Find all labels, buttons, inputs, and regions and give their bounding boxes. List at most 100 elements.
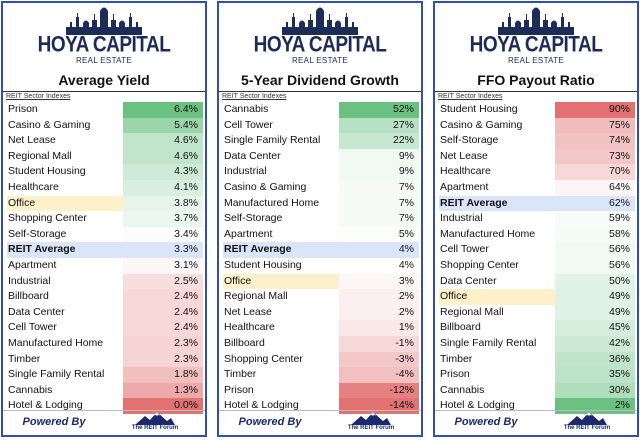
footer: Powered By The REIT Forum [219,410,421,435]
sector-name: Billboard [8,290,49,303]
sector-name: Healthcare [8,180,59,193]
value-cell: 2% [339,304,419,321]
table-row: Prison -12% [221,382,419,399]
table-row: Student Housing 90% [437,102,635,118]
table-row: Shopping Center -3% [221,351,419,368]
value-cell: 30% [555,382,635,399]
value-cell: 52% [339,102,419,118]
value-cell: 6.4% [123,102,203,118]
sector-name: Industrial [224,165,267,178]
sector-name: Prison [440,368,470,381]
sector-name: Self-Storage [224,212,283,225]
table-row: Hotel & Lodging -14% [221,398,419,414]
footer: Powered By The REIT Forum [3,410,205,435]
forum-label: The REIT Forum [131,425,179,431]
value-cell: 22% [339,133,419,149]
sector-name: Billboard [440,321,481,334]
sector-name: Casino & Gaming [8,118,91,131]
table-row: Office 3% [221,273,419,290]
section-label: REIT Sector Indexes [438,93,503,100]
section-label: REIT Sector Indexes [222,93,287,100]
value-cell: 9% [339,148,419,165]
value-cell: -14% [339,398,419,414]
value-cell: 2% [555,398,635,414]
value-cell: 75% [555,117,635,134]
table-row: Student Housing 4.3% [5,164,203,180]
value-cell: 9% [339,164,419,180]
sector-name: Shopping Center [8,212,87,225]
value-cell: 4.3% [123,164,203,180]
sector-name: Single Family Rental [440,336,537,349]
value-cell: 2.3% [123,351,203,368]
table-row: Healthcare 4.1% [5,179,203,196]
value-cell: 7% [339,211,419,227]
table-row: Billboard 45% [437,320,635,336]
reit-forum-logo: The REIT Forum [107,412,203,434]
value-cell: 45% [555,320,635,336]
sector-name: Self-Storage [440,134,499,147]
sector-name: REIT Average [7,242,144,258]
sector-name: Industrial [8,274,51,287]
value-cell: 36% [555,351,635,368]
sector-name: Office [439,289,576,305]
table-row: Cannabis 52% [221,102,419,118]
value-cell: 2.5% [123,273,203,290]
sector-name: Office [7,195,144,212]
sector-name: Net Lease [224,305,272,318]
value-cell: 64% [555,179,635,196]
sector-name: Hotel & Lodging [440,399,515,412]
sector-name: Timber [8,352,41,365]
value-cell: 70% [555,164,635,180]
sector-name: Apartment [440,180,489,193]
sector-name: Casino & Gaming [224,180,307,193]
sector-name: Student Housing [224,258,302,271]
table-row: Industrial 9% [221,164,419,180]
metric-title: 5-Year Dividend Growth [219,69,421,92]
brand-title: HOYA CAPITAL [253,33,387,58]
sector-name: Shopping Center [224,352,303,365]
brand-subtitle: REAL ESTATE [75,56,133,65]
table-rows: Cannabis 52% Cell Tower 27% Single Family Re… [221,102,419,414]
table-row: Regional Mall 49% [437,304,635,321]
value-cell: 74% [555,133,635,149]
hoya-capital-logo: HOYA CAPITAL REAL ESTATE [435,5,637,67]
table-row: Self-Storage 74% [437,133,635,149]
value-cell: 5% [339,226,419,243]
value-cell: 59% [555,211,635,227]
forum-label: The REIT Forum [347,425,395,431]
value-cell: 56% [555,242,635,258]
value-cell: 7% [339,179,419,196]
value-cell: 90% [555,102,635,118]
sector-name: Data Center [440,274,497,287]
brand-title: HOYA CAPITAL [469,33,603,58]
table-rows: Student Housing 90% Casino & Gaming 75% Self… [437,102,635,414]
table-row: Cell Tower 27% [221,117,419,134]
table-row: Office 49% [437,289,635,305]
table-row: Industrial 2.5% [5,273,203,290]
value-cell: 2.4% [123,320,203,336]
sector-name: Apartment [8,258,57,271]
table-row: Data Center 50% [437,273,635,290]
value-cell: 73% [555,148,635,165]
table-row: Cell Tower 2.4% [5,320,203,336]
value-cell: 1.8% [123,367,203,383]
table-row: Regional Mall 4.6% [5,148,203,165]
value-cell: 2.4% [123,304,203,321]
sector-name: Prison [8,103,38,115]
sector-name: Hotel & Lodging [8,399,83,412]
sector-name: Manufactured Home [8,336,104,349]
table-row: Office 3.8% [5,195,203,212]
value-cell: 3.3% [123,242,203,258]
sector-name: Healthcare [224,321,275,334]
sector-name: Single Family Rental [8,368,105,381]
table-row: Prison 6.4% [5,102,203,118]
reit-forum-logo: The REIT Forum [539,412,635,434]
table-row: Timber 2.3% [5,351,203,368]
sector-name: Apartment [224,227,273,240]
table-row: Casino & Gaming 7% [221,179,419,196]
brand-subtitle: REAL ESTATE [507,56,565,65]
table-row: Casino & Gaming 5.4% [5,117,203,134]
hoya-capital-logo: HOYA CAPITAL REAL ESTATE [219,5,421,67]
table-row: Apartment 64% [437,179,635,196]
sector-name: Healthcare [440,165,491,178]
